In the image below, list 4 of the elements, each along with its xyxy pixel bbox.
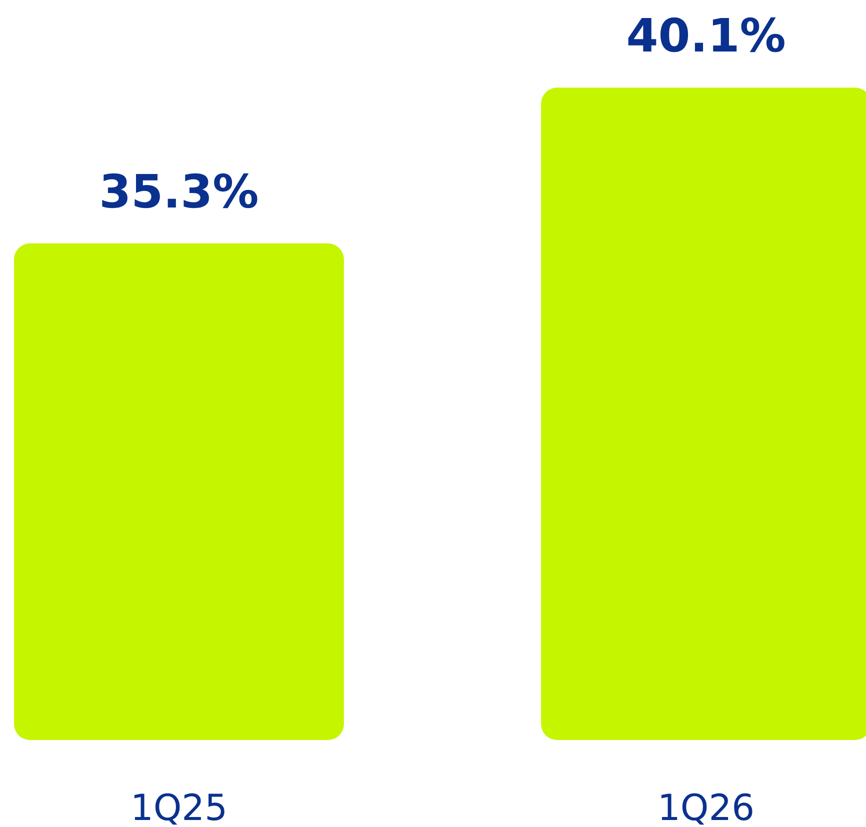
data-label: 40.1% <box>626 8 786 63</box>
x-tick-label: 1Q26 <box>658 788 755 827</box>
data-label: 35.3% <box>99 164 259 218</box>
x-tick-label: 1Q25 <box>130 788 228 827</box>
